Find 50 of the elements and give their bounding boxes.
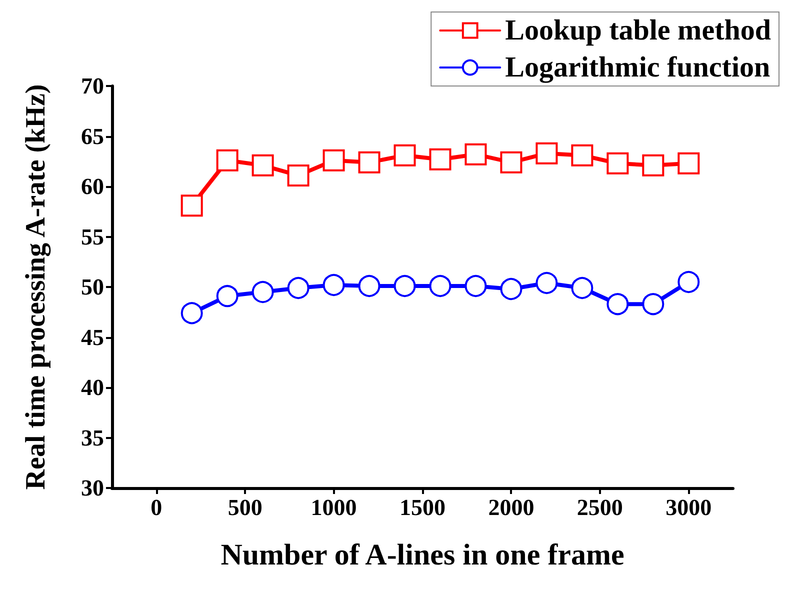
y-tick-label: 55 (81, 224, 104, 250)
point (536, 142, 558, 164)
point (358, 275, 380, 297)
point (394, 275, 416, 297)
point (429, 148, 452, 170)
x-tick-label: 1000 (310, 495, 357, 520)
point (322, 149, 345, 172)
point (571, 277, 594, 299)
x-axis-title: Number of A-lines in one frame (220, 538, 624, 572)
point (252, 281, 274, 304)
x-tick-label: 1500 (400, 495, 446, 520)
point (394, 144, 416, 166)
y-tick-label: 65 (81, 124, 104, 149)
point (606, 293, 629, 316)
point (606, 152, 629, 174)
point (287, 164, 310, 186)
point (180, 194, 203, 217)
point (500, 278, 522, 300)
point (464, 275, 487, 297)
point (464, 143, 487, 166)
x-tick-label: 500 (228, 495, 262, 520)
point (642, 293, 664, 316)
point (180, 302, 203, 324)
point (252, 154, 274, 176)
point (429, 275, 452, 297)
y-tick-label: 50 (81, 274, 104, 300)
point (216, 285, 238, 308)
y-tick-label: 30 (81, 476, 104, 500)
y-tick-label: 40 (81, 375, 104, 400)
point (642, 154, 664, 176)
y-tick-label: 70 (81, 74, 104, 98)
point (358, 151, 380, 174)
y-tick-label: 45 (81, 324, 104, 350)
point (678, 152, 700, 174)
legend-label: Logarithmic function (505, 52, 770, 84)
point (500, 151, 522, 174)
y-axis-title: Real time processing A-rate (kHz) (20, 84, 52, 490)
legend-label: Lookup table method (505, 14, 772, 46)
x-tick-label: 0 (150, 495, 162, 520)
point (216, 149, 238, 172)
point (287, 277, 310, 299)
x-tick-label: 3000 (666, 495, 712, 520)
y-tick-label: 60 (81, 174, 104, 199)
x-tick-label: 2000 (488, 495, 534, 520)
y-tick-label: 35 (81, 425, 104, 450)
point (322, 274, 345, 296)
point (536, 272, 558, 294)
x-tick-label: 2500 (576, 495, 623, 520)
point (571, 144, 594, 166)
point (678, 270, 700, 293)
